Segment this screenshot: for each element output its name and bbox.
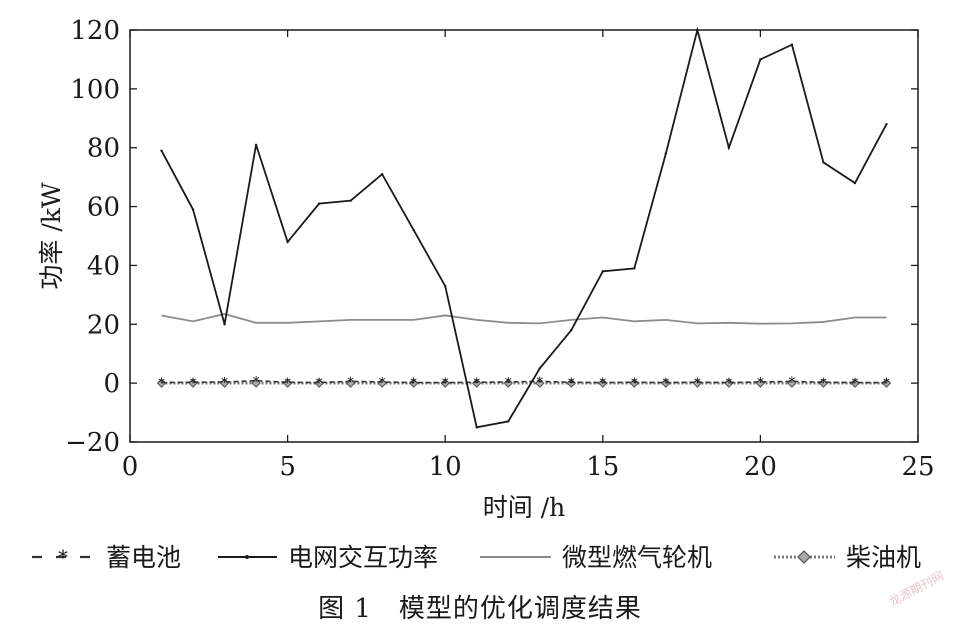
y-axis-label: 功率 /kW bbox=[37, 182, 66, 290]
point-grid bbox=[633, 267, 636, 270]
y-tick-label: 80 bbox=[87, 134, 120, 164]
y-tick-label: 40 bbox=[87, 251, 120, 281]
legend-marker-diesel bbox=[797, 550, 811, 564]
series-line-battery bbox=[161, 379, 887, 384]
point-grid bbox=[191, 208, 195, 211]
point-grid bbox=[507, 420, 510, 423]
y-tick-label: 120 bbox=[70, 16, 120, 46]
point-grid bbox=[317, 202, 321, 205]
y-tick-label: 100 bbox=[70, 75, 120, 105]
plot-frame bbox=[129, 29, 919, 443]
point-battery: * bbox=[473, 376, 480, 391]
y-tick-label: −20 bbox=[65, 428, 120, 458]
y-tick-label: 0 bbox=[103, 369, 120, 399]
x-tick-label: 15 bbox=[586, 452, 619, 482]
x-tick-label: 10 bbox=[429, 452, 462, 482]
point-battery: * bbox=[631, 376, 638, 391]
point-grid bbox=[822, 161, 825, 164]
point-battery: * bbox=[757, 376, 764, 391]
point-grid bbox=[790, 43, 794, 46]
x-tick-label: 0 bbox=[122, 452, 139, 482]
legend-label-battery: 蓄电池 bbox=[106, 543, 181, 572]
point-battery: * bbox=[726, 377, 733, 392]
point-grid bbox=[412, 228, 415, 232]
y-tick-label: 60 bbox=[87, 193, 120, 223]
point-grid bbox=[570, 328, 573, 332]
point-grid bbox=[885, 122, 888, 126]
point-grid bbox=[696, 28, 699, 32]
point-battery: * bbox=[316, 377, 323, 392]
point-battery: * bbox=[568, 376, 575, 391]
point-battery: * bbox=[284, 376, 291, 391]
point-battery: * bbox=[820, 376, 827, 391]
point-battery: * bbox=[410, 377, 417, 392]
point-battery: * bbox=[600, 377, 607, 392]
figure-caption: 图 1 模型的优化调度结果 bbox=[318, 594, 642, 624]
point-battery: * bbox=[852, 377, 859, 392]
point-battery: * bbox=[221, 376, 228, 391]
point-grid bbox=[601, 270, 604, 273]
x-tick-label: 5 bbox=[279, 452, 296, 482]
point-grid bbox=[475, 426, 478, 429]
legend-marker-battery: * bbox=[58, 545, 68, 569]
point-battery: * bbox=[442, 377, 449, 392]
point-grid bbox=[853, 181, 857, 185]
point-battery: * bbox=[505, 376, 512, 391]
legend-label-grid: 电网交互功率 bbox=[288, 543, 438, 572]
point-battery: * bbox=[347, 375, 354, 390]
point-grid bbox=[759, 58, 762, 61]
point-battery: * bbox=[253, 375, 260, 390]
point-grid bbox=[286, 240, 289, 244]
point-grid bbox=[223, 323, 226, 326]
point-battery: * bbox=[190, 376, 197, 391]
x-tick-label: 20 bbox=[744, 452, 777, 482]
point-grid bbox=[538, 367, 541, 370]
point-grid bbox=[664, 152, 668, 155]
point-battery: * bbox=[694, 376, 701, 391]
point-grid bbox=[380, 173, 384, 176]
point-grid bbox=[160, 149, 163, 152]
point-battery: * bbox=[379, 376, 386, 391]
point-grid bbox=[349, 199, 352, 202]
point-battery: * bbox=[158, 377, 165, 392]
point-battery: * bbox=[789, 375, 796, 390]
y-tick-label: 20 bbox=[87, 310, 120, 340]
legend-label-diesel: 柴油机 bbox=[846, 543, 921, 572]
series-line-grid bbox=[160, 26, 888, 429]
legend-label-mgt: 微型燃气轮机 bbox=[562, 543, 712, 572]
legend-marker-grid bbox=[245, 555, 249, 559]
series-line-mgt bbox=[161, 313, 887, 325]
point-grid bbox=[254, 143, 258, 146]
point-grid bbox=[727, 146, 731, 149]
point-grid bbox=[444, 284, 447, 288]
x-tick-label: 25 bbox=[901, 452, 934, 482]
point-battery: * bbox=[883, 377, 890, 392]
point-battery: * bbox=[537, 375, 544, 390]
x-axis-label: 时间 /h bbox=[483, 493, 565, 522]
point-battery: * bbox=[663, 377, 670, 392]
